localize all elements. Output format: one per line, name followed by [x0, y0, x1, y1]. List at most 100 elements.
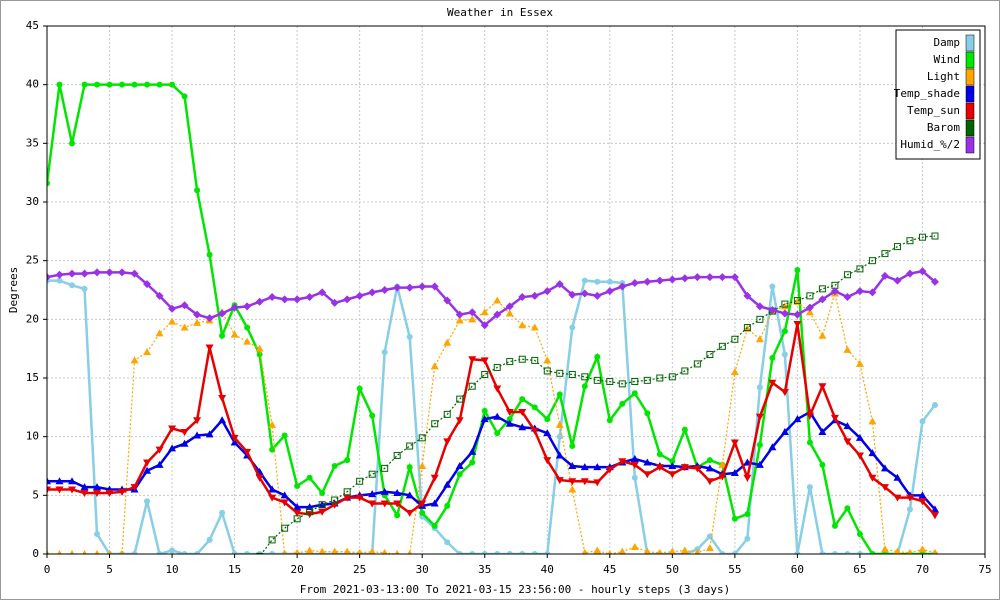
- marker: [606, 278, 613, 285]
- legend-swatch: [965, 51, 975, 69]
- marker: [480, 357, 489, 365]
- marker: [818, 331, 827, 339]
- marker: [706, 457, 713, 464]
- marker: [593, 546, 602, 554]
- marker: [355, 291, 364, 300]
- marker: [593, 376, 601, 384]
- x-tick-label: 55: [728, 563, 741, 576]
- marker: [844, 551, 851, 554]
- marker: [806, 439, 813, 446]
- marker: [593, 463, 602, 471]
- marker: [368, 490, 377, 498]
- marker: [831, 551, 838, 554]
- marker: [818, 295, 827, 304]
- marker: [443, 480, 452, 488]
- marker: [580, 289, 589, 298]
- marker: [255, 344, 264, 352]
- x-tick-label: 45: [603, 563, 616, 576]
- marker: [656, 548, 663, 554]
- marker: [155, 460, 164, 468]
- marker: [69, 140, 76, 147]
- marker: [206, 251, 213, 258]
- legend-label: Wind: [934, 53, 961, 66]
- marker: [744, 535, 751, 542]
- marker: [293, 515, 301, 523]
- marker: [480, 321, 489, 330]
- marker: [380, 487, 389, 495]
- marker: [68, 477, 77, 485]
- marker: [81, 81, 88, 88]
- marker: [668, 471, 677, 479]
- marker: [806, 292, 814, 300]
- marker: [480, 415, 489, 423]
- marker: [881, 250, 889, 258]
- marker: [880, 464, 889, 472]
- marker: [282, 550, 287, 554]
- marker: [355, 494, 364, 502]
- marker: [805, 412, 814, 420]
- marker: [381, 349, 388, 356]
- marker: [719, 551, 726, 554]
- marker: [594, 353, 601, 360]
- marker: [480, 308, 489, 316]
- y-tick-label: 10: [26, 430, 39, 443]
- marker: [893, 243, 901, 251]
- marker: [380, 286, 389, 294]
- marker: [518, 409, 527, 417]
- series-line: [47, 83, 935, 554]
- marker: [606, 417, 613, 424]
- marker: [256, 552, 264, 554]
- marker: [743, 291, 752, 300]
- marker: [769, 283, 776, 290]
- marker: [855, 359, 864, 367]
- marker: [730, 469, 739, 477]
- marker: [555, 477, 564, 485]
- marker: [381, 548, 388, 554]
- marker: [494, 551, 501, 554]
- marker: [469, 459, 476, 466]
- marker: [819, 461, 826, 468]
- marker: [82, 550, 87, 554]
- marker: [418, 500, 427, 508]
- marker: [755, 413, 764, 421]
- marker: [655, 276, 664, 285]
- marker: [443, 410, 451, 418]
- marker: [843, 438, 852, 446]
- marker: [493, 385, 502, 393]
- marker: [381, 464, 389, 472]
- marker: [47, 477, 51, 485]
- marker: [143, 466, 152, 474]
- marker: [155, 291, 164, 300]
- marker: [555, 451, 564, 459]
- marker: [793, 415, 802, 423]
- marker: [230, 438, 239, 446]
- marker: [244, 324, 251, 331]
- marker: [907, 548, 913, 554]
- marker: [393, 500, 402, 508]
- marker: [368, 500, 377, 508]
- marker: [506, 416, 513, 423]
- marker: [493, 363, 501, 371]
- marker: [143, 459, 152, 467]
- marker: [830, 287, 839, 296]
- plot-frame: [46, 25, 986, 555]
- marker: [280, 491, 289, 499]
- marker: [181, 93, 188, 100]
- marker: [818, 285, 826, 293]
- marker: [906, 237, 914, 245]
- marker: [418, 282, 427, 291]
- marker: [168, 444, 177, 452]
- marker: [168, 425, 177, 433]
- marker: [430, 474, 439, 482]
- marker: [843, 345, 852, 353]
- marker: [731, 551, 738, 554]
- marker: [93, 268, 102, 277]
- marker: [180, 428, 189, 436]
- marker: [581, 383, 588, 390]
- marker: [880, 484, 889, 492]
- marker: [656, 374, 664, 382]
- marker: [893, 494, 902, 502]
- marker: [755, 302, 764, 311]
- marker: [593, 479, 602, 487]
- marker: [118, 488, 127, 496]
